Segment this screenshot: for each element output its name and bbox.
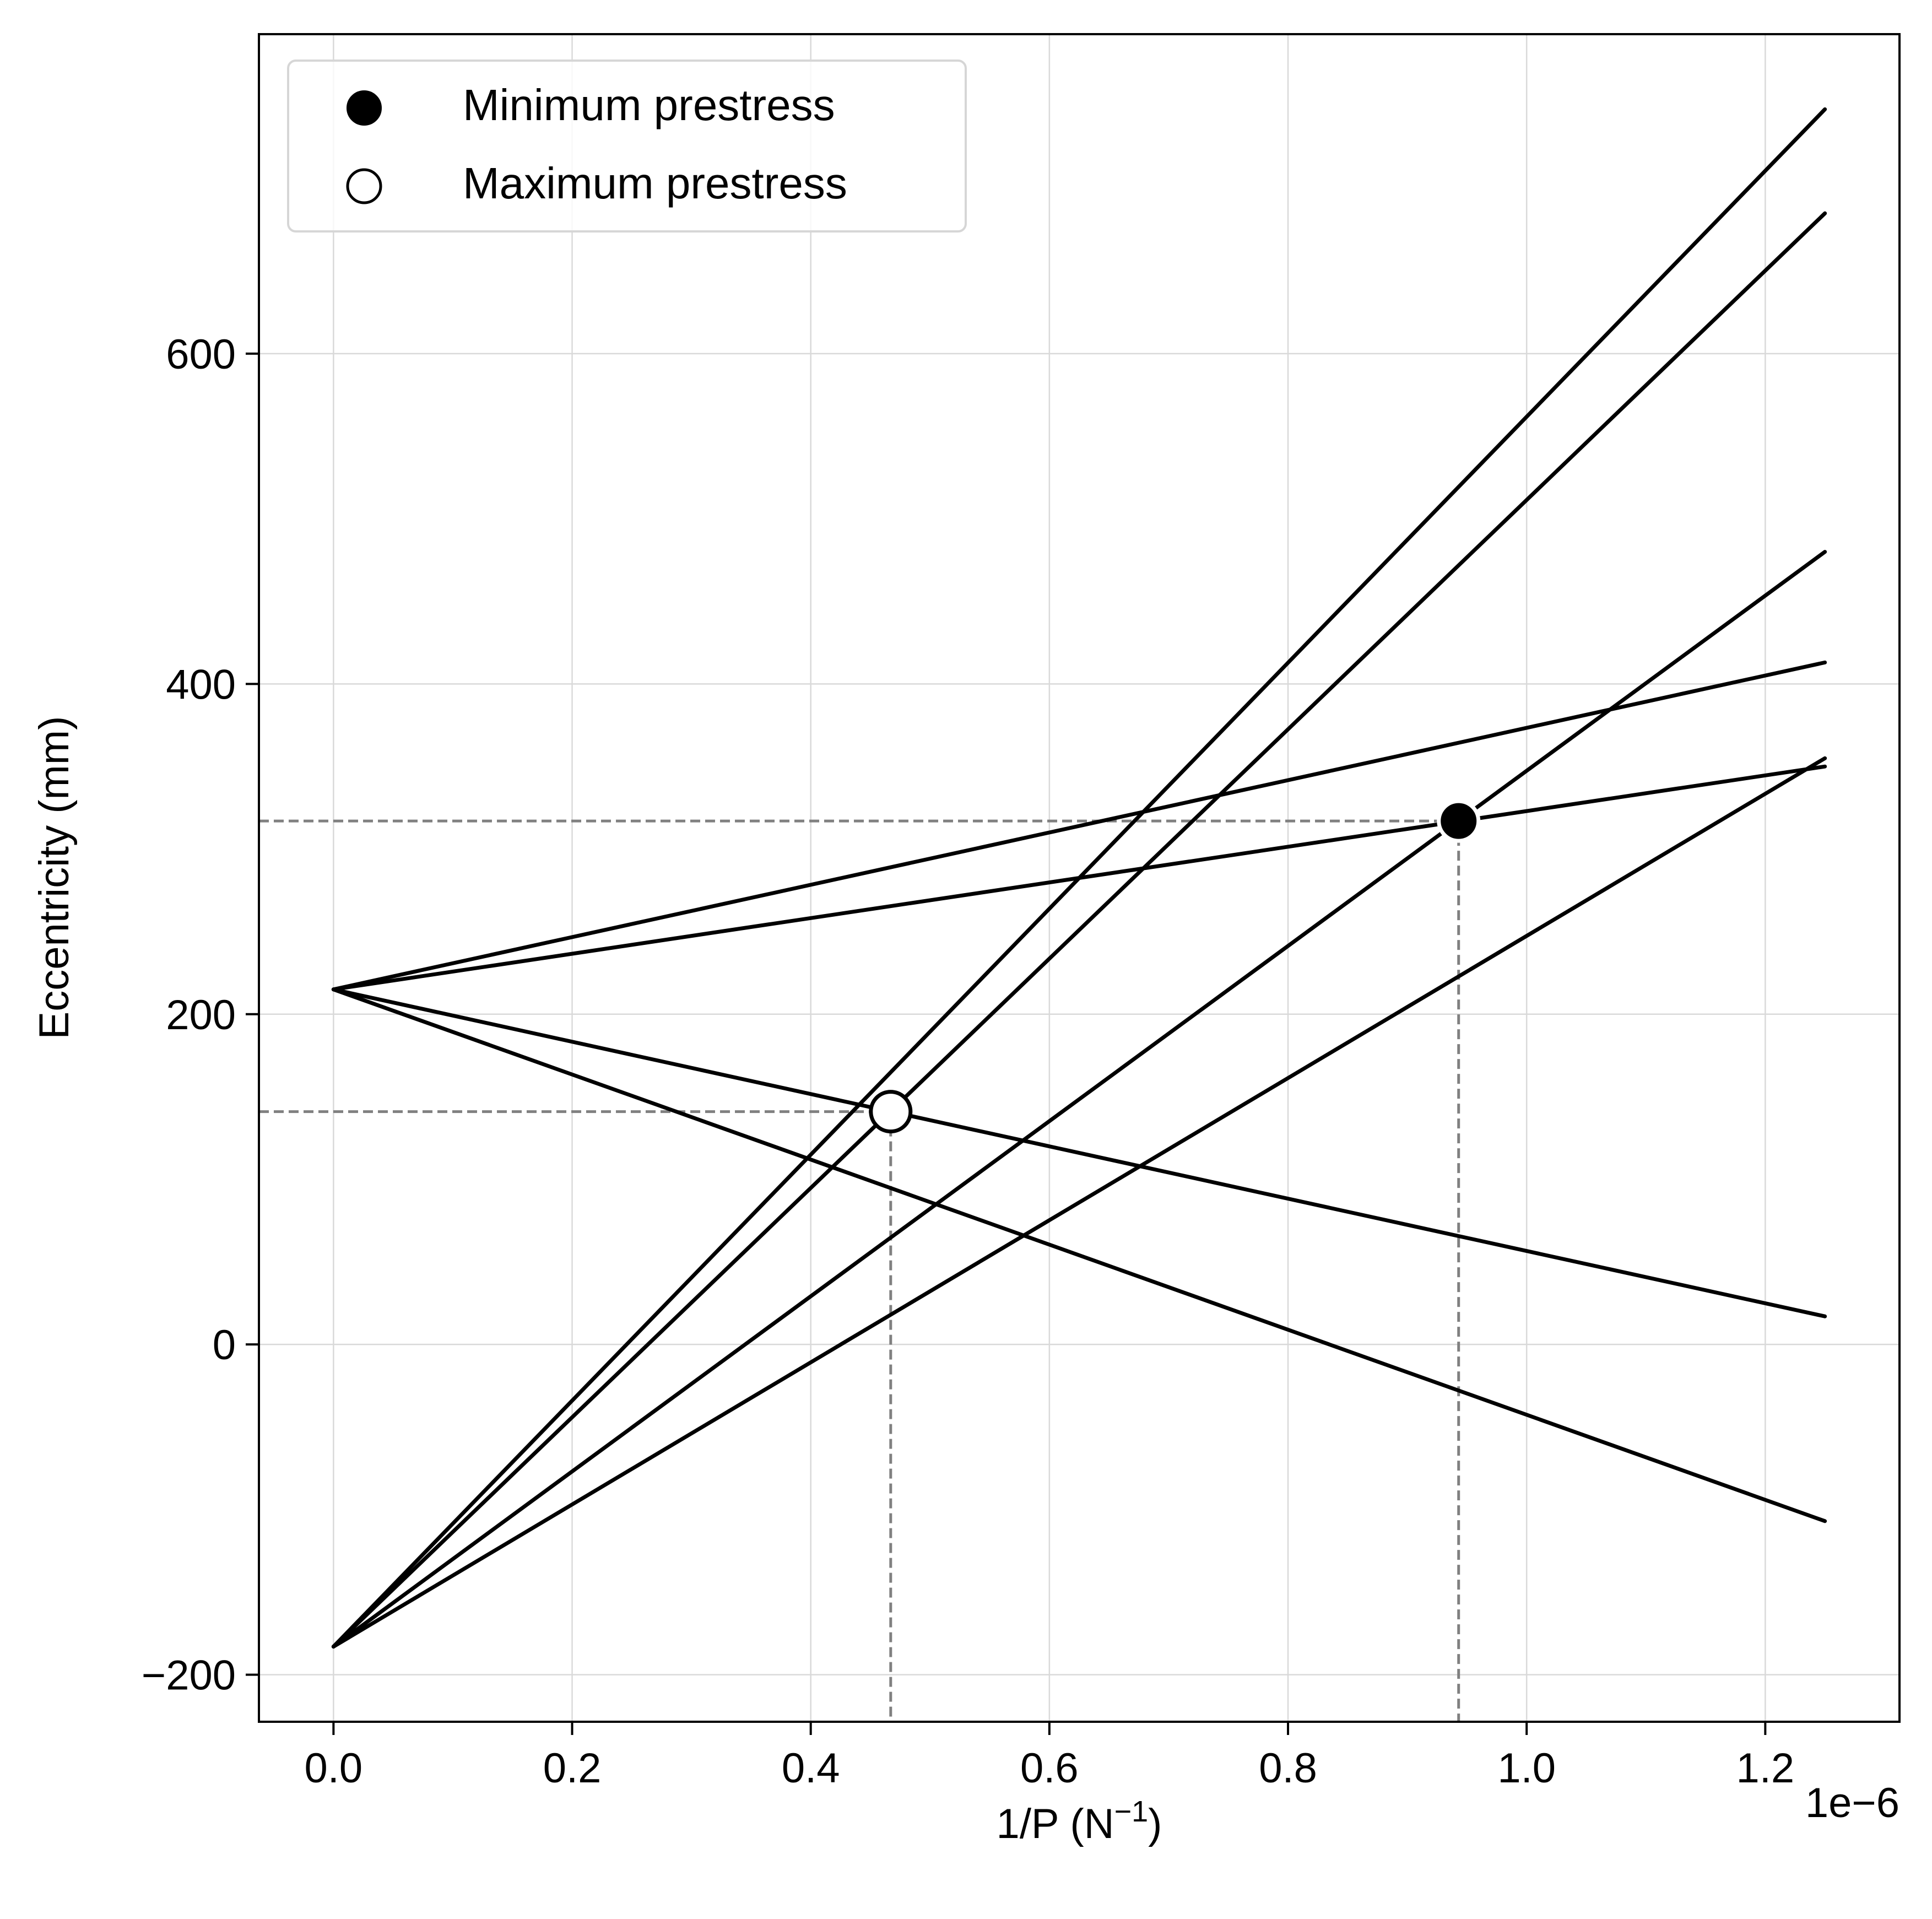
x-axis-title-sup: −1 <box>1114 1795 1149 1828</box>
x-axis-title-main: 1/P (N <box>997 1801 1114 1847</box>
legend-box <box>287 60 967 233</box>
x-tick-label: 0.0 <box>305 1745 363 1792</box>
x-axis-offset-text: 1e−6 <box>1805 1780 1899 1826</box>
legend-marker-minimum <box>347 90 382 126</box>
grid <box>259 34 1899 1722</box>
y-tick-label: 600 <box>166 331 236 378</box>
series-lines <box>331 107 1827 1649</box>
x-tick-label: 0.6 <box>1020 1745 1079 1792</box>
legend-label-maximum: Maximum prestress <box>463 159 847 208</box>
series-line <box>331 987 1827 1318</box>
y-axis-title: Eccentricity (mm) <box>31 716 78 1040</box>
plot-frame <box>258 33 1901 1723</box>
maximum-prestress-point <box>869 1090 913 1134</box>
y-tick-label: 400 <box>166 661 236 708</box>
series-line <box>331 660 1827 992</box>
guide-lines <box>259 819 1460 1722</box>
legend-marker-maximum <box>346 168 382 204</box>
x-tick-label: 1.0 <box>1497 1745 1556 1792</box>
series-line <box>331 764 1827 992</box>
series-line <box>331 756 1827 1649</box>
x-tick-label: 0.8 <box>1259 1745 1317 1792</box>
x-tick-label: 1.2 <box>1736 1745 1795 1792</box>
y-tick-label: −200 <box>142 1652 236 1699</box>
y-tick-label: 0 <box>213 1322 236 1369</box>
legend: Minimum prestress Maximum prestress <box>287 60 967 233</box>
y-tick-label: 200 <box>166 992 236 1039</box>
x-tick-label: 0.4 <box>782 1745 840 1792</box>
x-axis-title-close: ) <box>1148 1801 1162 1847</box>
points <box>869 799 1481 1134</box>
x-tick-label: 0.2 <box>543 1745 602 1792</box>
series-line <box>331 211 1827 1649</box>
series-line <box>331 987 1827 1523</box>
x-axis-title: 1/P (N−1) <box>997 1795 1162 1847</box>
series-line <box>331 550 1827 1649</box>
minimum-prestress-point <box>1437 799 1481 843</box>
ticks: 0.0 0.2 0.4 0.6 0.8 1.0 1.2 −200 0 200 400 600 <box>142 331 1794 1792</box>
legend-label-minimum: Minimum prestress <box>463 80 835 129</box>
